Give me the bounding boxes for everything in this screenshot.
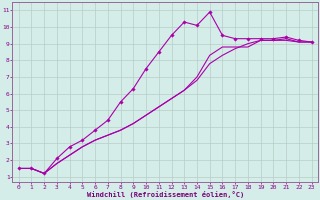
X-axis label: Windchill (Refroidissement éolien,°C): Windchill (Refroidissement éolien,°C) [86,191,244,198]
